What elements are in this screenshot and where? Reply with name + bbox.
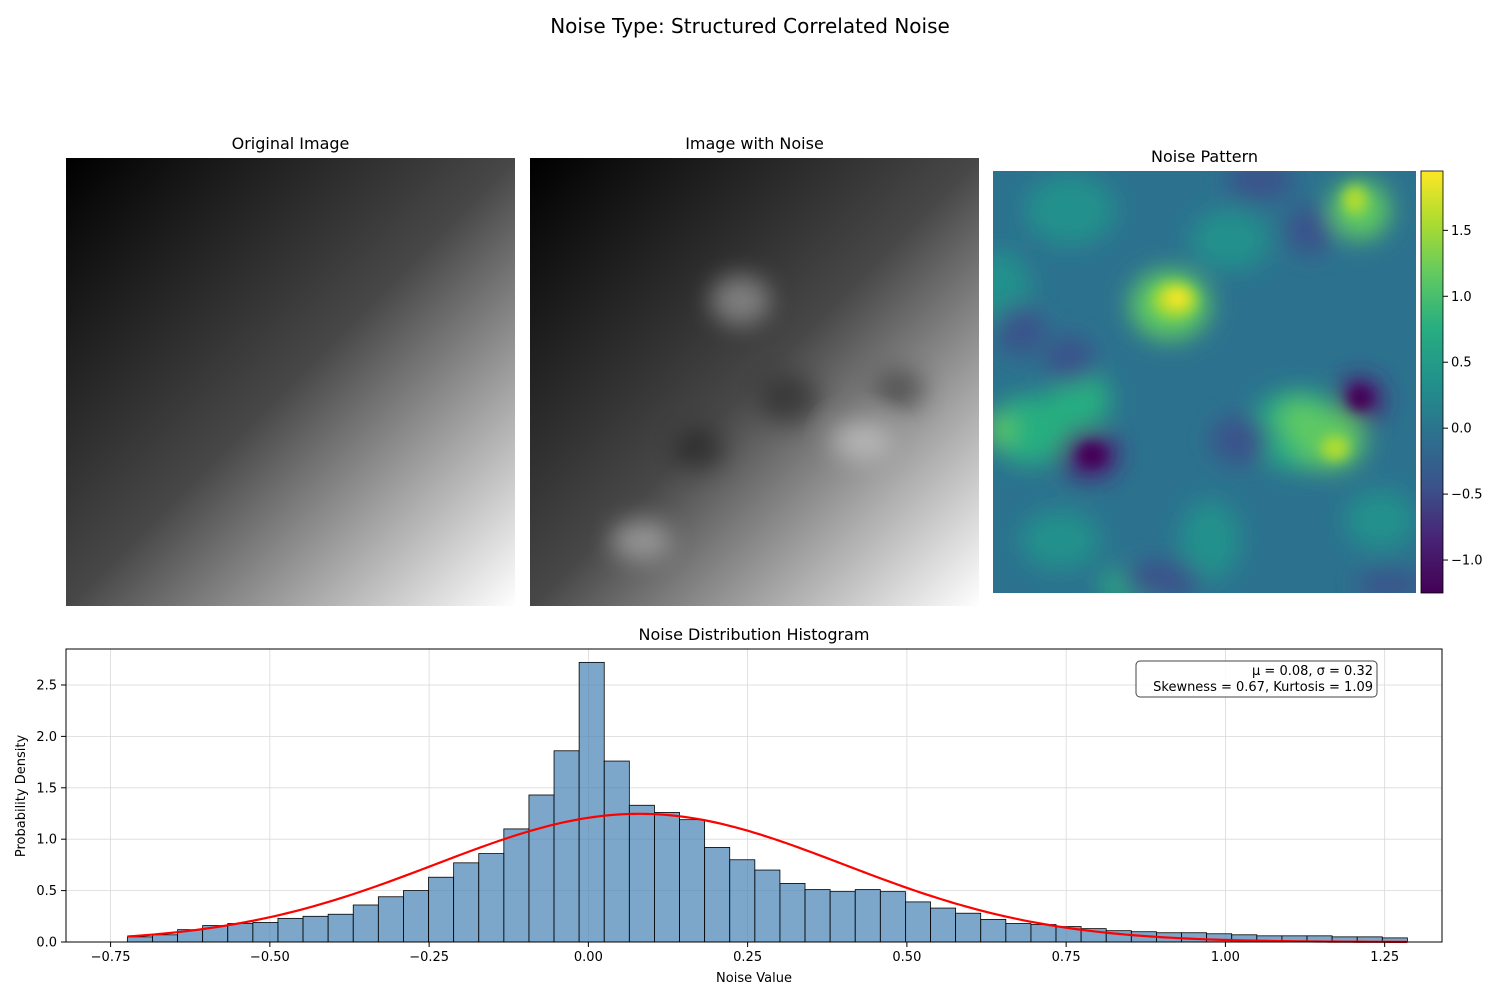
histogram-bar: [754, 869, 781, 943]
histogram-bar: [453, 862, 480, 943]
stats-annotation: μ = 0.08, σ = 0.32 Skewness = 0.67, Kurt…: [1135, 660, 1378, 698]
x-tick-label: 0.50: [892, 950, 921, 965]
histogram-title: Noise Distribution Histogram: [638, 625, 870, 644]
histogram-bar: [854, 889, 881, 943]
histogram-bar: [528, 794, 555, 943]
histogram-bar: [428, 876, 455, 943]
histogram-bar: [905, 901, 931, 943]
colorbar-tick-label: 0.0: [1451, 422, 1472, 437]
histogram-bar: [955, 912, 982, 943]
x-tick-label: −0.75: [91, 950, 131, 965]
normal-fit-curve: [127, 812, 1408, 943]
colorbar-ticks: −1.0 −0.5 0.0 0.5 1.0 1.5: [1443, 224, 1483, 569]
noisy-image-title: Image with Noise: [685, 134, 824, 153]
histogram-y-ticks: 0.0 0.5 1.0 1.5 2.0 2.5: [36, 678, 66, 951]
colorbar-tick-label: 1.0: [1451, 290, 1472, 305]
original-image: [66, 158, 515, 606]
y-tick-label: 2.5: [36, 678, 57, 693]
colorbar-tick-label: 0.5: [1451, 356, 1472, 371]
histogram-bar: [277, 917, 304, 943]
histogram-bar: [152, 934, 178, 943]
histogram-bar: [227, 923, 254, 943]
histogram-bar: [654, 812, 680, 943]
y-tick-label: 1.5: [36, 781, 57, 796]
y-tick-label: 2.0: [36, 730, 57, 745]
histogram-bar: [352, 904, 379, 943]
histogram-bar: [478, 853, 505, 943]
histogram-frame: [65, 648, 1443, 943]
colorbar-tick-label: −0.5: [1451, 488, 1483, 503]
histogram-x-ticks: −0.75 −0.50 −0.25 0.00 0.25 0.50 0.75 1.00 1.25: [91, 942, 1399, 965]
x-tick-label: −0.25: [409, 950, 449, 965]
histogram-bar: [603, 760, 630, 943]
colorbar: [1420, 170, 1444, 594]
histogram-bar: [1005, 923, 1032, 943]
stats-mean-std: μ = 0.08, σ = 0.32: [1252, 664, 1373, 679]
colorbar-tick-label: 1.5: [1451, 224, 1472, 239]
x-axis-label: Noise Value: [716, 971, 792, 986]
x-tick-label: −0.50: [250, 950, 290, 965]
histogram-bar: [930, 907, 957, 943]
figure-title: Noise Type: Structured Correlated Noise: [550, 14, 950, 38]
histogram-bar: [729, 859, 756, 943]
noisy-image: [530, 158, 979, 606]
histogram-bar: [980, 918, 1007, 943]
histogram-bar: [1030, 924, 1057, 943]
histogram-bar: [679, 819, 706, 943]
histogram-bar: [503, 828, 530, 943]
histogram-bars: [126, 661, 1408, 943]
histogram-bar: [327, 913, 354, 943]
histogram-bar: [879, 891, 906, 943]
histogram-bar: [252, 922, 279, 943]
noise-pattern-title: Noise Pattern: [1150, 147, 1259, 166]
x-tick-label: 0.25: [733, 950, 762, 965]
x-tick-label: 0.75: [1052, 950, 1081, 965]
histogram-bar: [704, 847, 731, 943]
stats-skew-kurt: Skewness = 0.67, Kurtosis = 1.09: [1153, 680, 1373, 695]
x-tick-label: 1.25: [1370, 950, 1399, 965]
y-tick-label: 1.0: [36, 833, 57, 848]
y-tick-label: 0.5: [36, 884, 57, 899]
x-tick-label: 0.00: [574, 950, 603, 965]
noise-pattern-image: [993, 171, 1416, 593]
histogram-bar: [403, 890, 429, 943]
histogram-bar: [628, 804, 655, 943]
histogram-bar: [302, 915, 329, 943]
y-axis-label: Probability Density: [14, 735, 29, 858]
histogram-bar: [829, 891, 856, 943]
y-tick-label: 0.0: [36, 936, 57, 951]
histogram-bar: [377, 896, 404, 943]
histogram-bar: [804, 889, 831, 943]
histogram-bar: [126, 936, 153, 943]
original-image-title: Original Image: [231, 134, 350, 153]
histogram-bar: [779, 883, 806, 943]
histogram-bar: [553, 750, 580, 943]
colorbar-tick-label: −1.0: [1451, 554, 1483, 569]
x-tick-label: 1.00: [1211, 950, 1240, 965]
histogram-bar: [578, 661, 605, 943]
